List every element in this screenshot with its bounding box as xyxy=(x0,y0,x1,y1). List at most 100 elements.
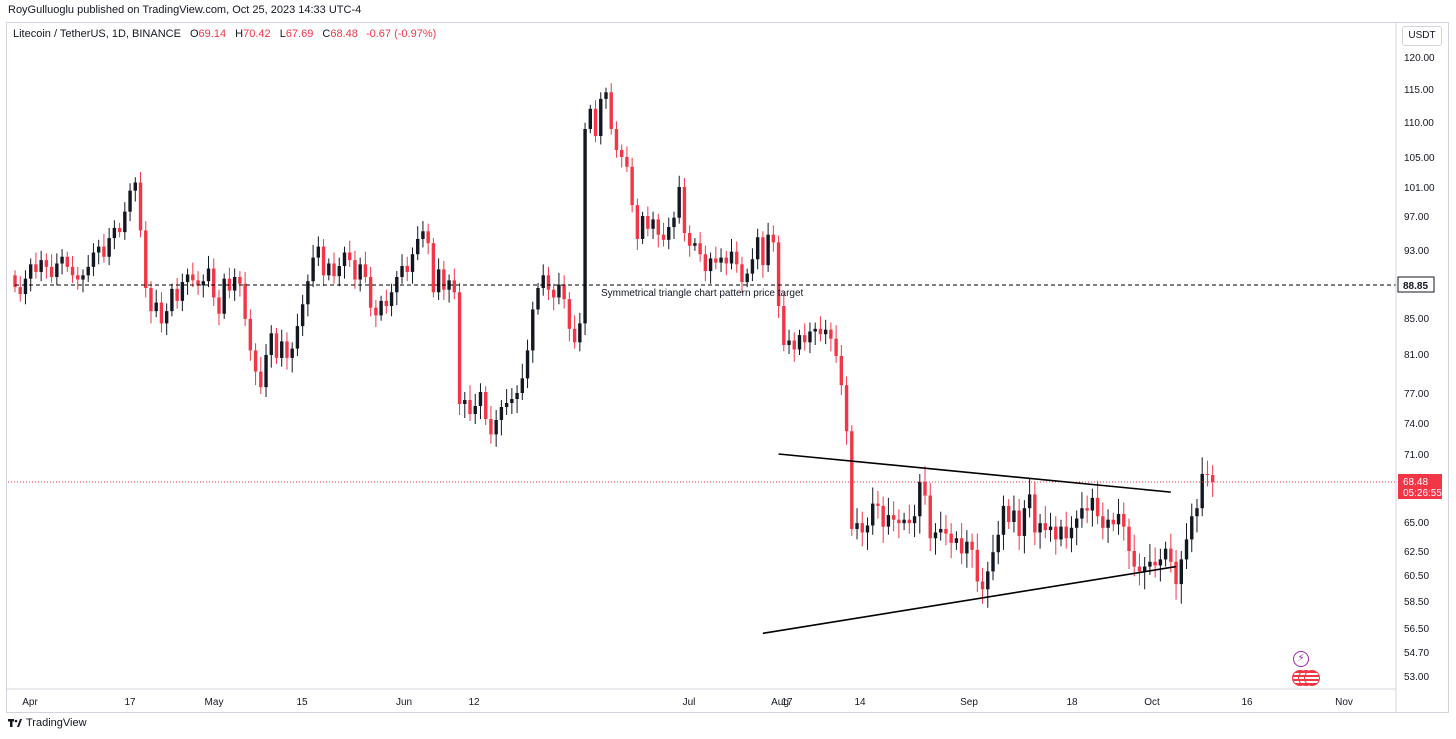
candle-body xyxy=(206,268,211,282)
candle xyxy=(170,283,174,317)
candle-body xyxy=(504,403,509,407)
candle-body xyxy=(599,98,603,136)
candle-body xyxy=(81,275,85,280)
tradingview-logo-icon xyxy=(8,718,22,728)
candle xyxy=(96,239,101,265)
currency-button[interactable]: USDT xyxy=(1402,26,1442,46)
price-tick-label: 101.00 xyxy=(1404,183,1435,194)
candle xyxy=(13,270,17,293)
candle xyxy=(368,266,373,317)
candle-body xyxy=(646,216,650,229)
candle-body xyxy=(290,348,294,358)
candle xyxy=(761,231,765,278)
candle-body xyxy=(44,260,49,267)
target-price-tag xyxy=(1397,276,1435,293)
candle-body xyxy=(944,528,948,534)
candle-body xyxy=(797,335,802,350)
candle-body xyxy=(76,275,80,280)
us-flag-icon[interactable] xyxy=(1304,670,1320,686)
candle xyxy=(1106,509,1110,543)
candle xyxy=(593,100,598,143)
candle xyxy=(520,363,525,400)
open-label: O xyxy=(189,28,199,40)
candle xyxy=(164,303,169,336)
candle-body xyxy=(363,264,368,277)
candle xyxy=(823,319,828,345)
candle xyxy=(1153,547,1157,578)
price-tick-label: 58.50 xyxy=(1404,597,1429,608)
candle xyxy=(389,283,394,317)
triangle-lower-trend-line xyxy=(762,565,1177,635)
candle xyxy=(944,515,948,546)
price-tick-label: 93.00 xyxy=(1404,246,1429,257)
candle-body xyxy=(656,219,660,235)
candle xyxy=(489,406,493,444)
price-tick-label: 120.00 xyxy=(1404,53,1435,64)
overlay-lines-layer: Symmetrical triangle chart pattern price… xyxy=(8,284,1396,635)
candle xyxy=(374,300,378,327)
candle xyxy=(1080,492,1084,528)
candle-body xyxy=(285,341,289,358)
candle xyxy=(703,245,708,282)
candle xyxy=(646,206,650,237)
candle xyxy=(1148,544,1152,575)
candle xyxy=(290,342,294,373)
candle-body xyxy=(128,190,132,212)
candle-body xyxy=(761,237,765,266)
candle xyxy=(274,327,279,364)
candle-body xyxy=(227,278,232,291)
candle xyxy=(1163,541,1168,567)
candle-body xyxy=(865,525,870,533)
candle xyxy=(813,322,817,345)
candle xyxy=(693,238,697,251)
change-value: -0.67 (-0.97%) xyxy=(365,28,437,40)
footer-brand[interactable]: TradingView xyxy=(8,717,87,729)
candle xyxy=(306,274,310,317)
candle xyxy=(60,249,64,275)
candle-body xyxy=(201,281,205,286)
candle-body xyxy=(1142,566,1147,572)
candle-body xyxy=(499,407,504,420)
candle xyxy=(442,260,446,300)
candle-body xyxy=(175,288,179,301)
candle-body xyxy=(876,503,880,506)
candle-body xyxy=(342,252,347,267)
candle-body xyxy=(1017,510,1021,536)
candle-body xyxy=(431,243,436,293)
candle xyxy=(70,255,75,283)
candle-body xyxy=(196,280,200,286)
candle xyxy=(1012,495,1016,533)
candle-body xyxy=(813,328,817,332)
candle xyxy=(1132,534,1136,577)
candle xyxy=(541,264,545,296)
candle xyxy=(1017,499,1021,550)
events-markers[interactable]: ⚡ xyxy=(1292,651,1320,686)
lightning-icon[interactable]: ⚡ xyxy=(1293,651,1309,667)
candle-body xyxy=(970,541,974,550)
us-flag-icons[interactable] xyxy=(1292,670,1322,686)
price-tick-label: 85.00 xyxy=(1404,314,1429,325)
candle-body xyxy=(1148,561,1152,567)
candle-body xyxy=(541,275,545,288)
candle xyxy=(572,315,577,349)
candle-body xyxy=(442,269,446,290)
price-axis[interactable]: 120.00 115.00 110.00 105.00 101.00 97.00 93.00… xyxy=(1395,22,1442,713)
candle xyxy=(682,178,687,242)
candle-body xyxy=(682,187,687,233)
time-tick-label: 18 xyxy=(1066,697,1078,708)
candle-body xyxy=(891,515,896,520)
time-tick-label: 12 xyxy=(468,697,480,708)
candle-body xyxy=(1190,516,1194,540)
candle xyxy=(923,466,927,505)
candle xyxy=(766,222,770,272)
candle-body xyxy=(844,385,849,432)
price-tick-label: 53.00 xyxy=(1404,672,1429,683)
candle xyxy=(243,271,247,327)
candle xyxy=(525,339,530,389)
candle xyxy=(1095,480,1100,525)
candle-body xyxy=(787,340,791,345)
candle-body xyxy=(551,289,556,298)
candle xyxy=(546,266,551,300)
